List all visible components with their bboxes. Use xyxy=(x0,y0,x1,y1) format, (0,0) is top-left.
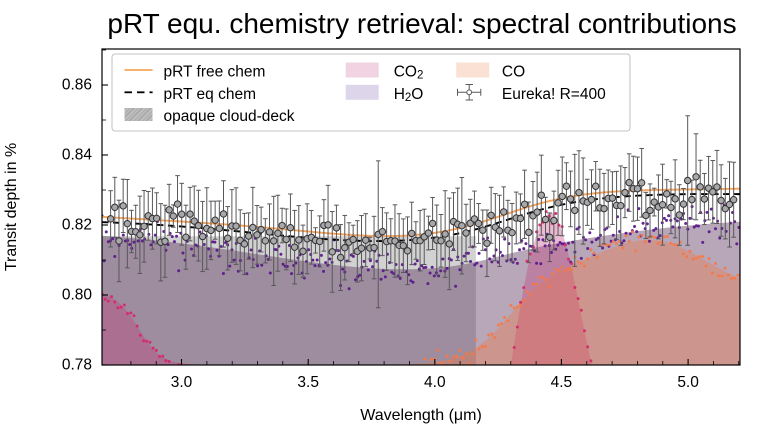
svg-text:0.80: 0.80 xyxy=(62,287,93,304)
svg-text:0.86: 0.86 xyxy=(62,77,92,94)
svg-text:Transit depth in %: Transit depth in % xyxy=(3,143,20,271)
svg-text:pRT eq chem: pRT eq chem xyxy=(164,86,256,103)
svg-text:0.78: 0.78 xyxy=(62,357,92,374)
svg-text:4.5: 4.5 xyxy=(551,374,573,391)
svg-text:4.0: 4.0 xyxy=(424,374,446,391)
svg-text:5.0: 5.0 xyxy=(677,374,699,391)
svg-text:0.82: 0.82 xyxy=(62,217,92,234)
svg-text:opaque cloud-deck: opaque cloud-deck xyxy=(164,108,295,125)
svg-text:3.0: 3.0 xyxy=(171,374,193,391)
svg-text:pRT free chem: pRT free chem xyxy=(164,64,266,81)
svg-text:3.5: 3.5 xyxy=(297,374,319,391)
svg-text:0.84: 0.84 xyxy=(62,147,93,164)
svg-text:pRT equ. chemistry retrieval:: pRT equ. chemistry retrieval: spectral c… xyxy=(107,8,736,39)
svg-text:CO: CO xyxy=(502,64,525,81)
svg-text:Eureka! R=400: Eureka! R=400 xyxy=(502,86,606,103)
svg-text:Wavelength (μm): Wavelength (μm) xyxy=(360,407,482,424)
